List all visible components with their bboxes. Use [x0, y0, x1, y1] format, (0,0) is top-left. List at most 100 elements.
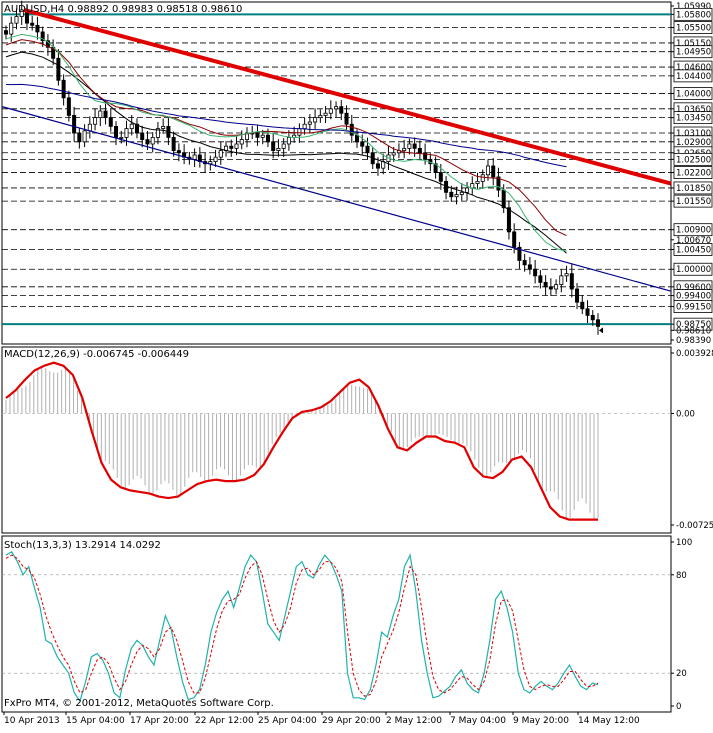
candle-body: [569, 273, 574, 290]
candle-body: [35, 24, 40, 33]
candle-body: [538, 275, 543, 283]
stoch-signal-line: [5, 554, 599, 697]
candle-body: [454, 194, 459, 198]
candle-body: [580, 301, 585, 310]
price-tick-label: 1.03650: [676, 105, 711, 115]
candle-body: [438, 172, 443, 182]
macd-panel-frame: [1, 346, 672, 534]
candle-body: [475, 180, 480, 184]
macd-title: MACD(12,26,9) -0.006745 -0.006449: [4, 349, 189, 360]
candle-body: [355, 134, 360, 143]
candle-body: [161, 126, 166, 130]
stoch-tick-label: 80: [676, 571, 687, 581]
candle-body: [114, 126, 119, 138]
candle-body: [417, 147, 422, 154]
time-tick-label: 22 Apr 12:00: [195, 716, 254, 726]
candle-body: [527, 264, 532, 270]
price-tick-label: 1.05800: [676, 10, 711, 20]
candle-body: [286, 137, 291, 145]
candle-body: [375, 163, 380, 169]
moving-average-line: [5, 33, 567, 252]
macd-tick-label: 0.00: [676, 409, 695, 419]
price-tick-label: 0.98750: [676, 320, 711, 330]
price-tick-label: 1.00900: [676, 226, 711, 236]
candle-body: [87, 123, 92, 132]
candle-body: [501, 189, 506, 209]
stoch-panel-frame: [1, 535, 672, 713]
copyright-text: FxPro MT4, © 2001-2012, MetaQuotes Softw…: [4, 698, 274, 709]
candle-body: [176, 150, 181, 154]
candle-body: [407, 143, 412, 149]
candle-body: [564, 273, 569, 277]
price-tick-label: 1.01550: [676, 197, 711, 207]
candle-body: [302, 123, 307, 130]
price-tick-label: 1.02200: [676, 169, 711, 179]
time-tick-label: 10 Apr 2013: [4, 716, 60, 726]
candle-body: [192, 154, 197, 160]
candle-body: [19, 9, 24, 17]
candle-body: [522, 260, 527, 266]
candle-body: [93, 117, 98, 125]
candle-body: [9, 22, 14, 35]
price-tick-label: 1.04000: [676, 89, 711, 99]
price-tick-label: 1.05150: [676, 39, 711, 49]
time-tick-label: 29 Apr 20:00: [322, 716, 381, 726]
candle-body: [344, 112, 349, 125]
stoch-tick-label: 20: [676, 669, 687, 679]
candle-body: [365, 145, 370, 154]
candle-body: [276, 147, 281, 151]
macd-signal-line: [5, 361, 598, 521]
candle-body: [402, 147, 407, 151]
candle-body: [119, 137, 124, 139]
candle-body: [391, 152, 396, 156]
time-tick-label: 14 May 12:00: [578, 716, 640, 726]
candle-body: [234, 143, 239, 149]
candle-body: [412, 143, 417, 149]
candle-body: [485, 165, 490, 176]
candle-body: [108, 117, 113, 127]
candle-body: [318, 115, 323, 119]
moving-average-line: [5, 39, 567, 236]
candle-body: [465, 187, 470, 193]
price-tick-label: 1.03100: [676, 129, 711, 139]
candle-body: [77, 132, 82, 143]
candle-body: [334, 106, 339, 110]
candle-body: [307, 121, 312, 125]
candle-body: [281, 143, 286, 149]
time-tick-label: 25 Apr 04:00: [258, 716, 317, 726]
time-tick-label: 9 May 20:00: [513, 716, 569, 726]
candle-body: [124, 128, 129, 138]
time-tick-label: 7 May 04:00: [450, 716, 506, 726]
candle-body: [349, 123, 354, 136]
candle-body: [229, 145, 234, 149]
price-tick-label: 1.04950: [676, 48, 711, 58]
candle-body: [82, 130, 87, 143]
price-tick-label: 1.02900: [676, 138, 711, 148]
stoch-tick-label: 100: [676, 538, 692, 548]
candle-body: [4, 30, 9, 35]
candle-body: [459, 191, 464, 195]
candle-body: [585, 308, 590, 316]
candle-body: [239, 139, 244, 145]
candle-body: [339, 106, 344, 114]
price-tick-label: 0.99400: [676, 292, 711, 302]
time-tick-label: 2 May 12:00: [386, 716, 442, 726]
candle-body: [255, 132, 260, 138]
candle-body: [596, 319, 601, 327]
candle-body: [548, 286, 553, 290]
stoch-main-line: [5, 551, 599, 703]
candle-body: [543, 282, 548, 288]
candle-body: [297, 128, 302, 136]
candle-body: [271, 141, 276, 151]
candle-body: [66, 97, 71, 116]
price-tick-label: 1.02500: [676, 155, 711, 165]
candle-body: [313, 117, 318, 123]
candle-body: [575, 288, 580, 303]
time-axis: 10 Apr 2013 15 Apr 04:00 17 Apr 20:00 22 Ap…: [3, 712, 640, 726]
macd-panel: 0.003928 0.00 -0.00725: [1, 346, 713, 534]
main-chart-title: AUDUSD,H4 0.98892 0.98983 0.98518 0.9861…: [4, 4, 242, 15]
candle-body: [72, 115, 77, 134]
price-tick-label: 0.98390: [676, 336, 711, 346]
